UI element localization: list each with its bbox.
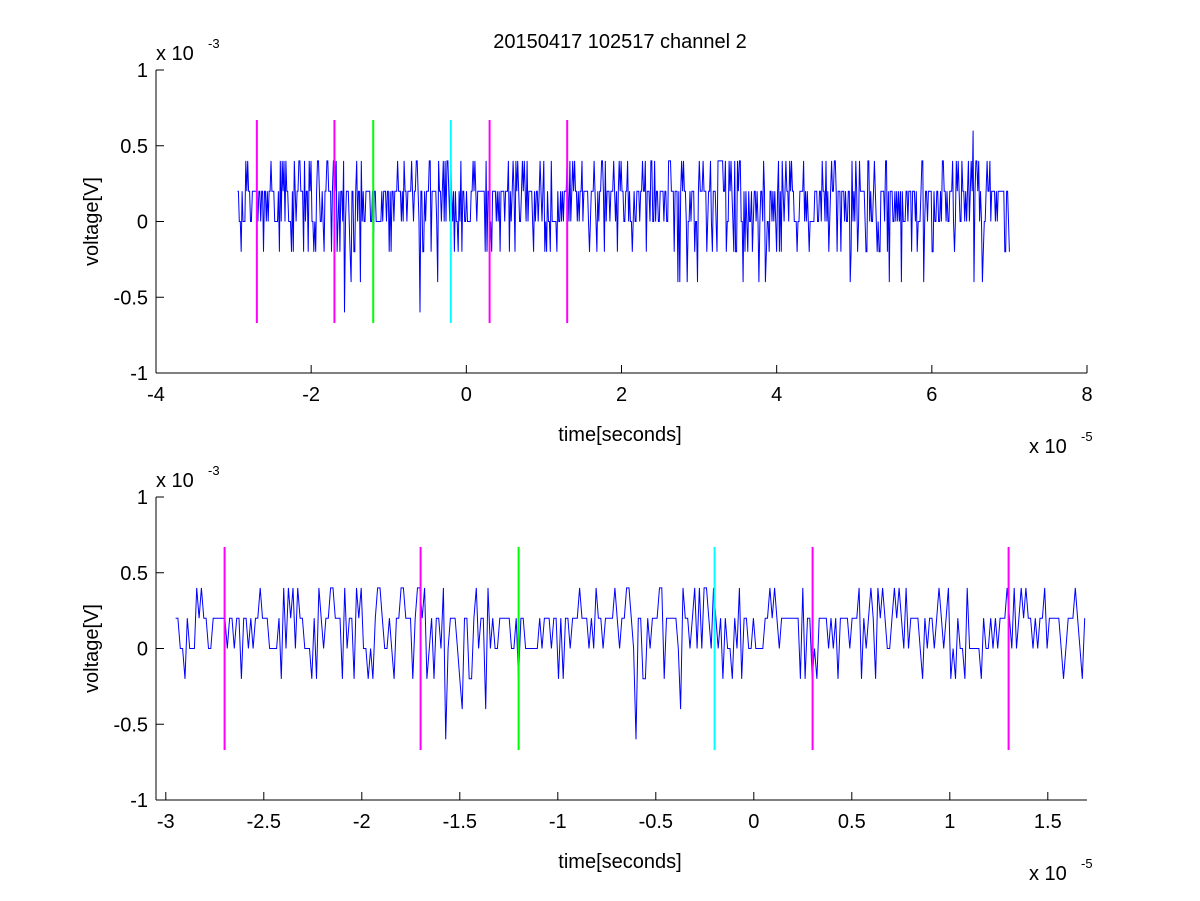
y-tick-label: 1: [137, 487, 148, 509]
x-tick-label: 4: [771, 384, 782, 406]
chart-1: -4 -2 0 2 4 6 8 -1 -0.5 0 0.5 1 x 10 -3 x 10 -5 time[sec…: [81, 36, 1093, 458]
x-tick-label: 6: [926, 384, 937, 406]
x-tick-label: -0.5: [639, 811, 673, 833]
y-axis-label: voltage[V]: [81, 177, 103, 266]
y-tick-label: -0.5: [114, 287, 148, 309]
y-tick-label: 0: [137, 212, 148, 234]
x-exponent-power: -5: [1081, 429, 1093, 444]
x-tick-label: -2: [302, 384, 320, 406]
y-tick-label: 1: [137, 60, 148, 82]
y-tick-label: -0.5: [114, 714, 148, 736]
x-tick-label: 0.5: [838, 811, 866, 833]
x-tick-label: -1: [549, 811, 567, 833]
y-exponent-power: -3: [208, 463, 220, 478]
x-tick-label: 0: [748, 811, 759, 833]
x-tick-label: 2: [616, 384, 627, 406]
y-exponent-base: x 10: [156, 470, 194, 492]
x-tick-label: 8: [1081, 384, 1092, 406]
chart-2: -3 -2.5 -2 -1.5 -1 -0.5 0 0.5 1 1.5 -1 -0.5 0 0.5 1 x 1…: [81, 463, 1093, 885]
x-tick-label: 1: [944, 811, 955, 833]
y-tick-label: -1: [130, 363, 148, 385]
y-tick-label: 0: [137, 639, 148, 661]
x-tick-label: 0: [461, 384, 472, 406]
y-exponent-power: -3: [208, 36, 220, 51]
x-exponent-power: -5: [1081, 856, 1093, 871]
signal-trace: [175, 587, 1086, 740]
signal-trace: [237, 130, 1010, 313]
figure-title: 20150417 102517 channel 2: [493, 31, 747, 53]
x-tick-label: -3: [157, 811, 175, 833]
x-tick-label: -2.5: [247, 811, 281, 833]
x-tick-label: -2: [353, 811, 371, 833]
x-tick-label: -4: [147, 384, 165, 406]
x-axis-label: time[seconds]: [558, 851, 681, 873]
y-tick-label: -1: [130, 790, 148, 812]
y-tick-label: 0.5: [120, 136, 148, 158]
y-axis-label: voltage[V]: [81, 604, 103, 693]
y-exponent-base: x 10: [156, 43, 194, 65]
x-tick-label: -1.5: [443, 811, 477, 833]
x-exponent-base: x 10: [1029, 863, 1067, 885]
x-exponent-base: x 10: [1029, 436, 1067, 458]
x-tick-label: 1.5: [1034, 811, 1062, 833]
y-tick-label: 0.5: [120, 563, 148, 585]
x-axis-label: time[seconds]: [558, 424, 681, 446]
